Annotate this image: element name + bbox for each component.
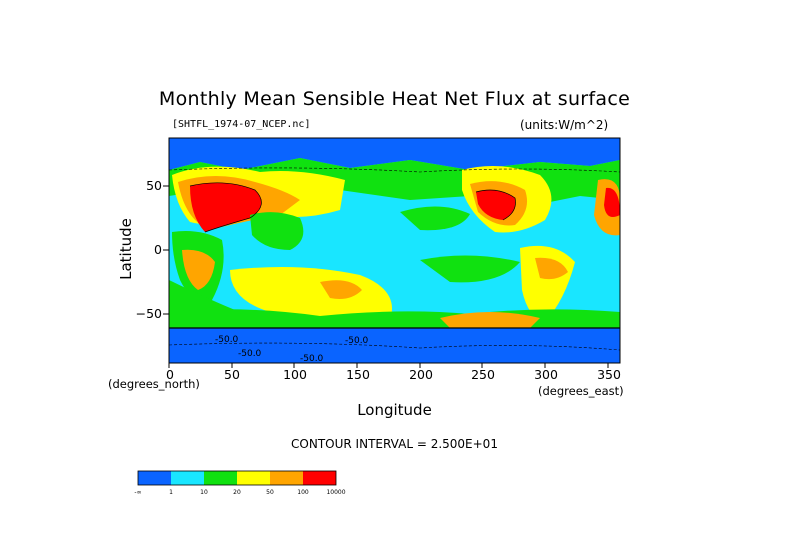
x-tick-label: 50 bbox=[224, 367, 240, 382]
units-label: (units:W/m^2) bbox=[520, 118, 609, 132]
colorbar-swatch bbox=[171, 471, 204, 485]
field-green-pacific bbox=[400, 206, 470, 231]
colorbar-swatch bbox=[303, 471, 336, 485]
x-tick-label: 300 bbox=[534, 367, 558, 382]
contour-line bbox=[169, 167, 620, 173]
contour-line bbox=[169, 342, 620, 351]
contour-label: -50.0 bbox=[215, 335, 239, 345]
field-orange-south-belt bbox=[440, 312, 540, 328]
colorbar-label: -∞ bbox=[134, 489, 142, 496]
colorbar-label: 20 bbox=[233, 489, 241, 496]
y-tick-label: 0 bbox=[154, 242, 162, 257]
field-orange-samerica bbox=[535, 257, 568, 280]
field-orange-australia bbox=[320, 280, 362, 299]
dataset-label: [SHTFL_1974-07_NCEP.nc] bbox=[172, 119, 311, 130]
y-tick-label: −50 bbox=[135, 306, 162, 321]
colorbar-frame bbox=[137, 470, 337, 486]
y-tick-label: 50 bbox=[146, 178, 162, 193]
colorbar-swatch bbox=[237, 471, 270, 485]
field-yellow-south-indian bbox=[230, 266, 392, 320]
x-unit-right-label: (degrees_east) bbox=[538, 384, 624, 398]
field-green-south-belt bbox=[169, 309, 620, 328]
colorbar-label: 10000 bbox=[326, 489, 346, 496]
field-blue-antarctica bbox=[169, 328, 620, 363]
colorbar-swatch bbox=[270, 471, 303, 485]
field-red-east-edge bbox=[604, 187, 620, 218]
field-red-namerica bbox=[476, 190, 516, 220]
x-tick-label: 0 bbox=[166, 367, 174, 382]
colorbar-swatch bbox=[204, 471, 237, 485]
field-orange-africa bbox=[182, 249, 215, 290]
chart-title: Monthly Mean Sensible Heat Net Flux at s… bbox=[158, 88, 631, 110]
field-green-south-pacific bbox=[420, 255, 520, 283]
colorbar-label: 1 bbox=[169, 489, 173, 496]
x-tick-label: 100 bbox=[283, 367, 307, 382]
heatmap-field: -50.0 -50.0 -50.0 -50.0 bbox=[169, 138, 620, 364]
colorbar bbox=[137, 470, 337, 486]
contour-label: -50.0 bbox=[238, 349, 262, 359]
x-tick-label: 200 bbox=[409, 367, 433, 382]
field-green-asia bbox=[250, 212, 304, 250]
colorbar-label: 50 bbox=[266, 489, 274, 496]
x-tick-label: 150 bbox=[346, 367, 370, 382]
contour-line bbox=[189, 182, 262, 233]
colorbar-label: 100 bbox=[297, 489, 309, 496]
contour-label: -50.0 bbox=[300, 354, 324, 364]
x-axis-label: Longitude bbox=[357, 401, 432, 419]
field-green-southwest bbox=[169, 280, 240, 318]
contour-label: -50.0 bbox=[345, 336, 369, 346]
colorbar-swatch bbox=[138, 471, 171, 485]
x-unit-left-label: (degrees_north) bbox=[108, 377, 200, 391]
contour-interval-note: CONTOUR INTERVAL = 2.500E+01 bbox=[291, 437, 498, 451]
x-tick-label: 350 bbox=[597, 367, 621, 382]
field-blue-north bbox=[169, 138, 620, 170]
contour-line bbox=[475, 189, 516, 221]
x-tick-label: 250 bbox=[471, 367, 495, 382]
colorbar-label: 10 bbox=[200, 489, 208, 496]
